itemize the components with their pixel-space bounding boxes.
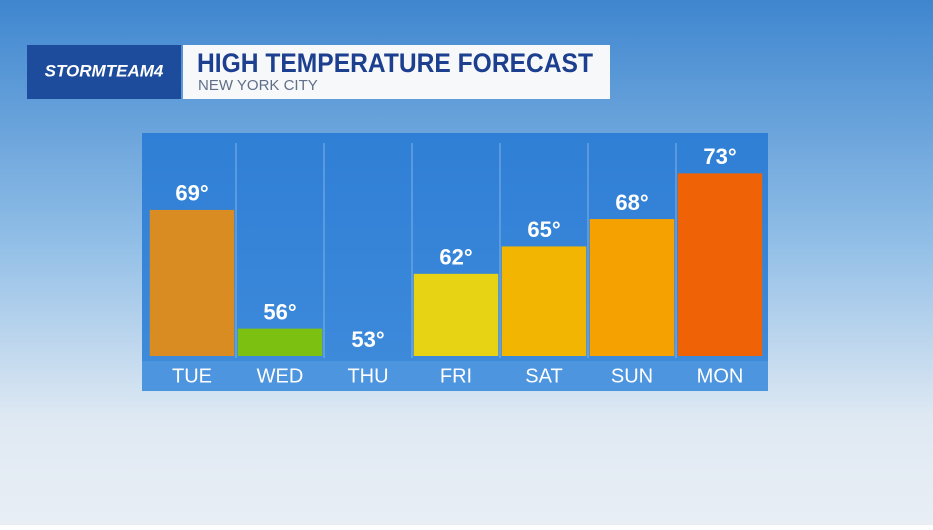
x-tick-label: FRI: [440, 365, 472, 387]
x-tick-label: MON: [697, 365, 744, 387]
x-tick-label: WED: [257, 365, 304, 387]
value-label: 73°: [703, 144, 736, 169]
value-label: 56°: [263, 299, 296, 324]
bar: [413, 273, 499, 356]
chart-subtitle: NEW YORK CITY: [198, 77, 318, 94]
bar: [149, 209, 235, 356]
value-label: 69°: [175, 181, 208, 206]
title-box: [183, 45, 610, 99]
bar: [501, 246, 587, 356]
value-label: 65°: [527, 217, 560, 242]
x-tick-label: SAT: [525, 365, 562, 387]
bar: [237, 328, 323, 356]
value-label: 53°: [351, 327, 384, 352]
x-tick-label: TUE: [172, 365, 212, 387]
value-label: 68°: [615, 190, 648, 215]
bar: [589, 219, 675, 356]
logo-box: [27, 45, 181, 99]
brand: STORMTEAM4: [45, 61, 164, 80]
chart-title: HIGH TEMPERATURE FORECAST: [197, 48, 593, 78]
x-tick-label: SUN: [611, 365, 653, 387]
value-label: 62°: [439, 245, 472, 270]
label-row: [142, 361, 768, 391]
x-tick-label: THU: [347, 365, 388, 387]
bar: [677, 173, 763, 356]
